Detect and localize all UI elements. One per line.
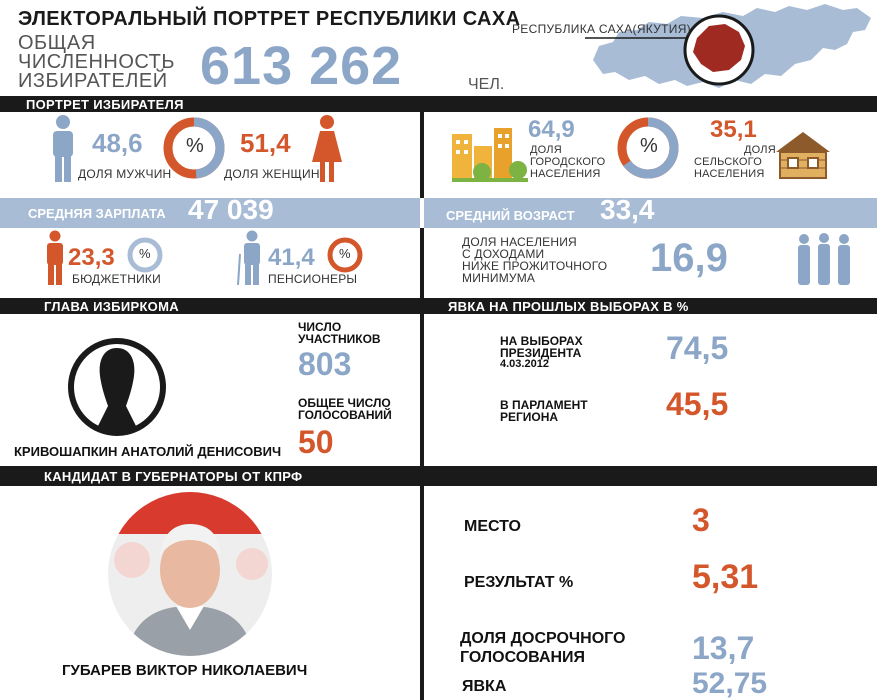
head-silhouette-avatar (68, 338, 166, 436)
budget-percent-ring (127, 237, 163, 273)
urban-label-2: ГОРОДСКОГО (530, 156, 606, 168)
voters-label-1: ОБЩАЯ (18, 32, 96, 54)
men-share-value: 48,6 (92, 128, 143, 158)
president-turnout-value: 74,5 (666, 330, 729, 366)
rural-label-3: НАСЕЛЕНИЯ (694, 168, 765, 180)
village-house-icon (776, 132, 830, 179)
portrait-section-title: ПОРТРЕТ ИЗБИРАТЕЛЯ (26, 97, 184, 112)
voters-label-2: ЧИСЛЕННОСТЬ (18, 51, 176, 73)
poverty-label-1: ДОЛЯ НАСЕЛЕНИЯ (462, 235, 577, 249)
city-buildings-icon (452, 128, 528, 182)
result-label: РЕЗУЛЬТАТ % (464, 574, 574, 591)
voters-label-3: ИЗБИРАТЕЛЕЙ (18, 70, 168, 92)
budget-label: БЮДЖЕТНИКИ (72, 272, 161, 286)
poverty-value: 16,9 (650, 236, 728, 280)
parliament-turnout-value: 45,5 (666, 386, 729, 422)
president-label-2: ПРЕЗИДЕНТА (500, 346, 582, 360)
candidate-turnout-label: ЯВКА (462, 678, 507, 695)
poverty-label-3: НИЖЕ ПРОЖИТОЧНОГО (462, 259, 608, 273)
president-label-3: 4.03.2012 (500, 358, 549, 370)
people-group-icon (798, 233, 850, 285)
rural-label-2: СЕЛЬСКОГО (694, 156, 762, 168)
salary-age-band (0, 198, 877, 228)
urban-share-arc (617, 117, 679, 179)
candidate-turnout-value: 52,75 (692, 667, 768, 700)
man-icon (53, 115, 73, 182)
map-label: РЕСПУБЛИКА САХА(ЯКУТИЯ) (512, 22, 691, 36)
pensioner-label: ПЕНСИОНЕРЫ (268, 272, 358, 286)
divider-bottom (420, 486, 424, 700)
sakha-region-shape (693, 24, 745, 72)
rural-label-1: ДОЛЯ (744, 144, 776, 156)
salary-label: СРЕДНЯЯ ЗАРПЛАТА (28, 206, 166, 221)
voters-unit: ЧЕЛ. (468, 76, 505, 93)
budget-share-value: 23,3 (68, 244, 115, 271)
divider-lower (420, 314, 424, 466)
turnout-section-title: ЯВКА НА ПРОШЛЫХ ВЫБОРАХ В % (448, 299, 689, 314)
divider-mid (420, 228, 424, 298)
poverty-label-2: С ДОХОДАМИ (462, 247, 545, 261)
urban-label-1: ДОЛЯ (530, 144, 562, 156)
portrait-section-bar: ПОРТРЕТ ИЗБИРАТЕЛЯ (0, 96, 877, 112)
members-label-1: ЧИСЛО (298, 320, 342, 334)
gender-percent-ring (163, 117, 225, 179)
candidate-section-title: КАНДИДАТ В ГУБЕРНАТОРЫ ОТ КПРФ (44, 469, 303, 484)
head-name: КРИВОШАПКИН АНАТОЛИЙ ДЕНИСОВИЧ (14, 444, 282, 459)
result-value: 5,31 (692, 558, 759, 596)
pensioner-icon (237, 230, 260, 286)
urban-percent-sign: % (640, 135, 658, 157)
age-value: 33,4 (600, 194, 655, 225)
place-label: МЕСТО (464, 518, 521, 535)
urban-label-3: НАСЕЛЕНИЯ (530, 168, 601, 180)
place-value: 3 (692, 502, 710, 538)
candidate-section-bar: КАНДИДАТ В ГУБЕРНАТОРЫ ОТ КПРФ (0, 466, 877, 486)
early-vote-label-2: ГОЛОСОВАНИЯ (460, 649, 586, 666)
votes-label-2: ГОЛОСОВАНИЙ (298, 408, 392, 422)
urban-percent-ring (617, 117, 679, 179)
women-share-label: ДОЛЯ ЖЕНЩИН (224, 167, 320, 181)
commission-section-title: ГЛАВА ИЗБИРКОМА (44, 299, 179, 314)
votes-value: 50 (298, 424, 334, 460)
members-value: 803 (298, 346, 352, 382)
divider-top (420, 112, 424, 198)
parliament-label-2: РЕГИОНА (500, 410, 559, 424)
men-share-label: ДОЛЯ МУЖЧИН (78, 167, 172, 181)
salary-value: 47 039 (188, 194, 274, 225)
budget-worker-icon (47, 230, 63, 285)
age-label: СРЕДНИЙ ВОЗРАСТ (446, 208, 575, 223)
poverty-label-4: МИНИМУМА (462, 271, 536, 285)
page-title: ЭЛЕКТОРАЛЬНЫЙ ПОРТРЕТ РЕСПУБЛИКИ САХА (18, 8, 521, 30)
president-label-1: НА ВЫБОРАХ (500, 334, 583, 348)
divider-band (420, 198, 424, 228)
gender-men-arc (163, 117, 225, 179)
votes-label-1: ОБЩЕЕ ЧИСЛО (298, 396, 391, 410)
candidate-photo (108, 492, 272, 656)
pensioner-percent-ring (327, 237, 363, 273)
pensioner-percent-sign: % (339, 246, 351, 261)
russia-map (585, 4, 871, 88)
women-share-value: 51,4 (240, 128, 291, 158)
commission-section-bar: ГЛАВА ИЗБИРКОМА ЯВКА НА ПРОШЛЫХ ВЫБОРАХ … (0, 298, 877, 314)
pensioner-share-value: 41,4 (268, 244, 315, 271)
voters-value: 613 262 (200, 36, 403, 96)
urban-share-value: 64,9 (528, 116, 575, 143)
early-vote-label-1: ДОЛЯ ДОСРОЧНОГО (460, 630, 626, 647)
rural-share-value: 35,1 (710, 116, 757, 143)
woman-icon (312, 115, 342, 182)
members-label-2: УЧАСТНИКОВ (298, 332, 381, 346)
parliament-label-1: В ПАРЛАМЕНТ (500, 398, 588, 412)
early-vote-value: 13,7 (692, 630, 755, 666)
gender-percent-sign: % (186, 135, 204, 157)
budget-percent-sign: % (139, 246, 151, 261)
candidate-name: ГУБАРЕВ ВИКТОР НИКОЛАЕВИЧ (62, 662, 308, 679)
